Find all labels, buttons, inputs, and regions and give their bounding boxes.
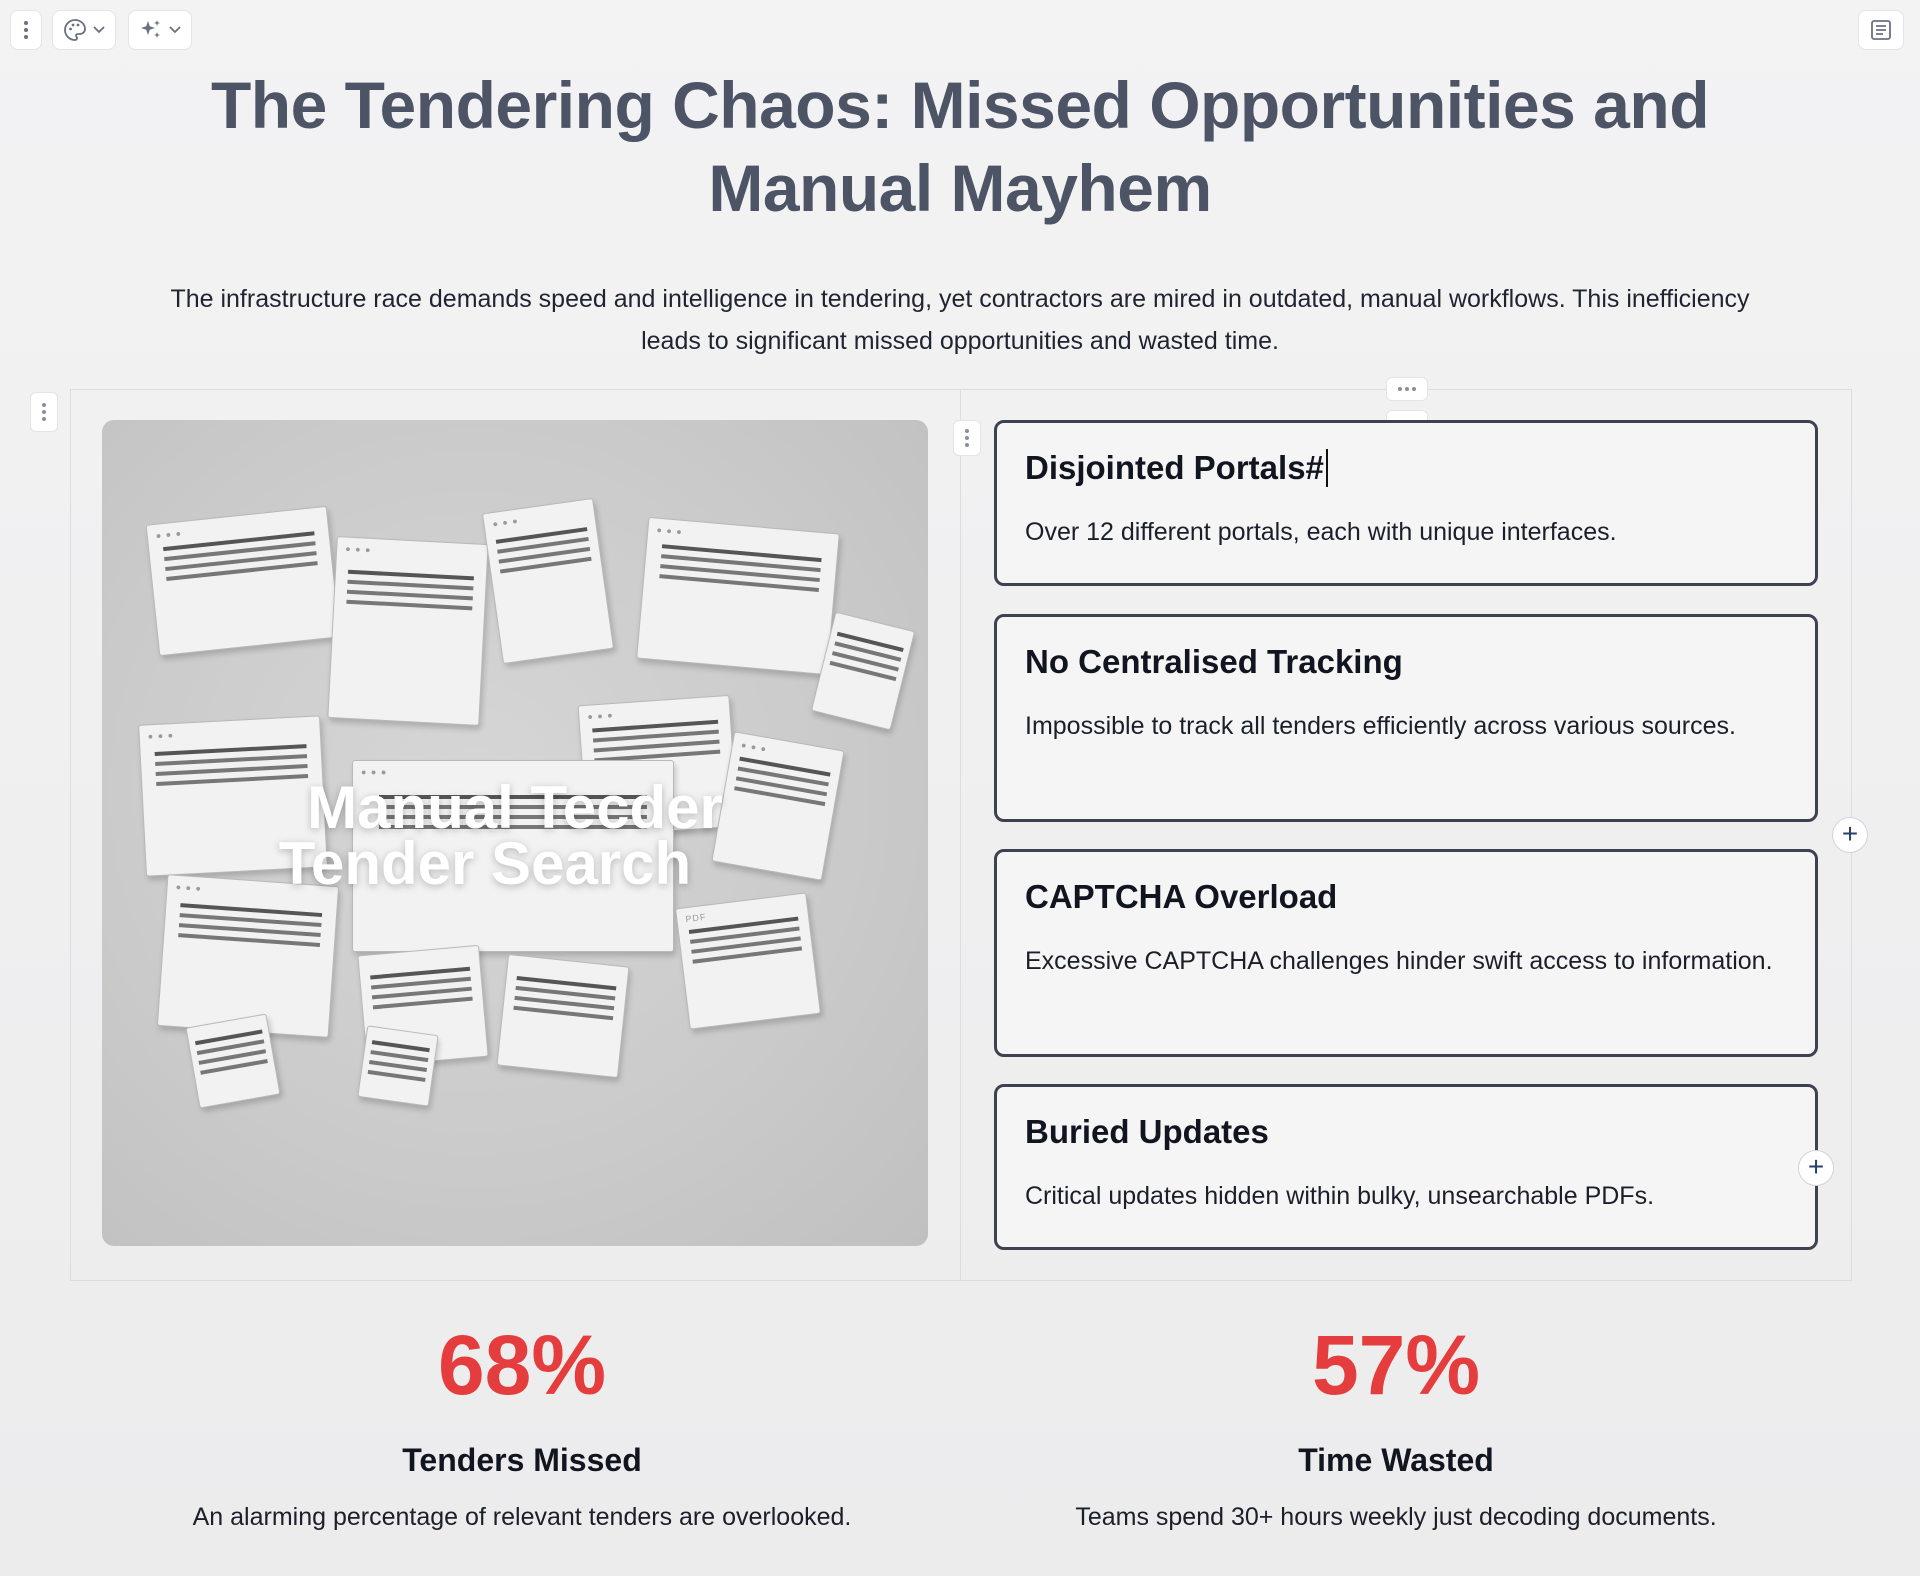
card-no-centralised-tracking[interactable]: No Centralised Tracking Impossible to tr… bbox=[994, 614, 1818, 822]
card-disjointed-portals[interactable]: Disjointed Portals# Over 12 different po… bbox=[994, 420, 1818, 586]
document-illustration: ● ● ● bbox=[636, 516, 840, 676]
ai-button[interactable] bbox=[128, 10, 192, 50]
add-block-button[interactable]: + bbox=[1832, 817, 1868, 853]
speaker-notes-button[interactable] bbox=[1858, 10, 1904, 50]
card-buried-updates[interactable]: Buried Updates Critical updates hidden w… bbox=[994, 1084, 1818, 1250]
image-overlay-text: Manual Tecder Tender Search bbox=[278, 774, 723, 897]
card-title: CAPTCHA Overload bbox=[1025, 878, 1338, 915]
document-illustration: PDF bbox=[675, 892, 821, 1030]
card-title[interactable]: Disjointed Portals# bbox=[1025, 449, 1328, 487]
stat-value-tenders-missed: 68% bbox=[437, 1318, 607, 1412]
card-title: No Centralised Tracking bbox=[1025, 643, 1403, 680]
document-illustration: ● ● ● bbox=[156, 874, 340, 1038]
document-illustration: ● ● ● bbox=[145, 505, 341, 657]
vertical-dots-icon bbox=[42, 403, 46, 421]
chevron-down-icon bbox=[93, 26, 105, 34]
stat-label-time-wasted: Time Wasted bbox=[1298, 1442, 1494, 1478]
vertical-dots-icon bbox=[24, 21, 28, 39]
palette-icon bbox=[64, 19, 86, 41]
card-text: Critical updates hidden within bulky, un… bbox=[1025, 1182, 1655, 1210]
sparkle-icon bbox=[141, 20, 160, 38]
vertical-dots-icon bbox=[965, 429, 969, 447]
stat-desc-tenders-missed: An alarming percentage of relevant tende… bbox=[192, 1503, 852, 1531]
stat-value-time-wasted: 57% bbox=[1311, 1318, 1481, 1412]
column-divider bbox=[960, 389, 961, 1281]
notes-icon bbox=[1871, 20, 1891, 40]
document-illustration: ● ● ● bbox=[327, 536, 489, 726]
stat-desc-time-wasted: Teams spend 30+ hours weekly just decodi… bbox=[1075, 1503, 1717, 1531]
card-text: Over 12 different portals, each with uni… bbox=[1025, 518, 1617, 546]
intro-text: The infrastructure race demands speed an… bbox=[170, 285, 1750, 355]
block-drag-handle[interactable] bbox=[30, 392, 58, 432]
card-text: Impossible to track all tenders efficien… bbox=[1025, 712, 1736, 740]
card-text: Excessive CAPTCHA challenges hinder swif… bbox=[1025, 947, 1773, 975]
column-handle-top[interactable] bbox=[1386, 377, 1428, 401]
document-illustration: ● ● ● bbox=[352, 760, 674, 952]
card-captcha-overload[interactable]: CAPTCHA Overload Excessive CAPTCHA chall… bbox=[994, 849, 1818, 1057]
card-title: Buried Updates bbox=[1025, 1113, 1269, 1150]
document-illustration bbox=[496, 953, 630, 1079]
stat-label-tenders-missed: Tenders Missed bbox=[402, 1442, 642, 1478]
horizontal-dots-icon bbox=[1398, 387, 1416, 391]
manual-tender-search-image[interactable]: ● ● ● ● ● ● ● ● ● ● ● ● ● ● ● ● ● ● ● ● … bbox=[102, 420, 928, 1246]
document-illustration: ● ● ● bbox=[481, 497, 615, 665]
more-menu-button[interactable] bbox=[10, 10, 42, 50]
page-title: The Tendering Chaos: Missed Opportunitie… bbox=[210, 68, 1710, 225]
document-illustration bbox=[185, 1013, 281, 1109]
image-drag-handle[interactable] bbox=[953, 420, 981, 456]
document-illustration bbox=[357, 1025, 439, 1107]
chevron-down-icon bbox=[169, 26, 181, 34]
theme-button[interactable] bbox=[52, 10, 116, 50]
add-card-button[interactable]: + bbox=[1798, 1150, 1834, 1186]
